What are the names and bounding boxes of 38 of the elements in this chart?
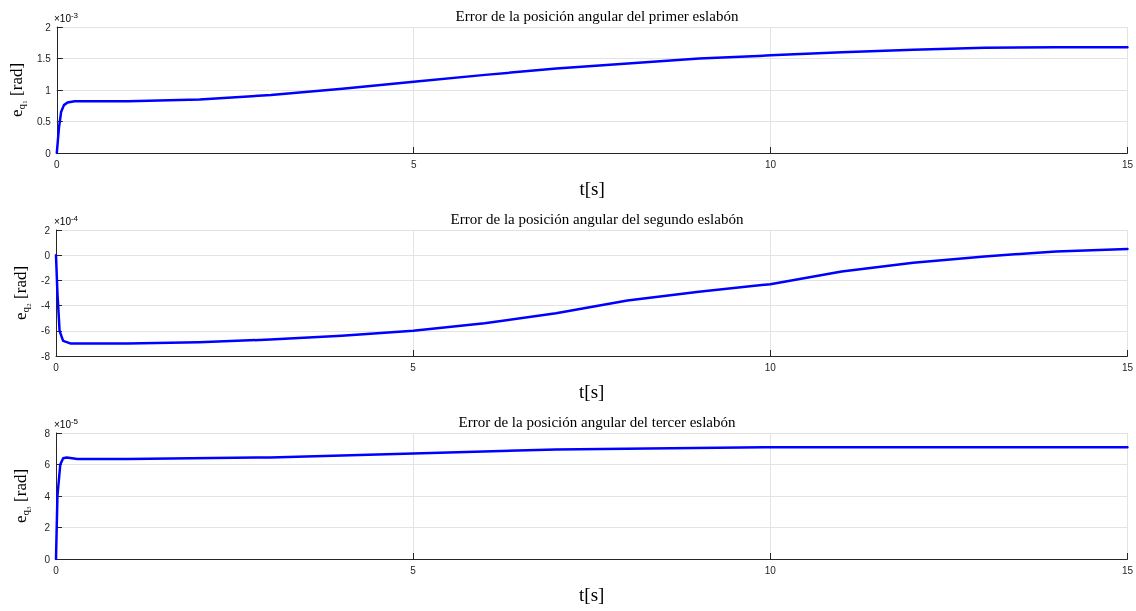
- y-tick-label: -8: [41, 350, 51, 362]
- x-tick-label: 10: [765, 158, 777, 170]
- x-tick-label: 0: [53, 564, 60, 576]
- x-axis-title: t[s]: [579, 584, 605, 605]
- x-tick-label: 5: [410, 158, 417, 170]
- x-axis-title: t[s]: [579, 381, 605, 402]
- y-tick-label: 8: [44, 427, 51, 439]
- y-axis-title: eq₁ [rad]: [7, 62, 27, 118]
- y-axis-title: eq₃ [rad]: [11, 468, 31, 524]
- y-tick-label: -6: [41, 325, 51, 337]
- y-tick-label: 4: [44, 490, 51, 502]
- chart-title: Error de la posición angular del primer eslabón: [455, 7, 739, 24]
- y-tick-label: -4: [41, 300, 51, 312]
- line-series: [54, 247, 1129, 345]
- x-tick-label: 0: [53, 361, 60, 373]
- x-axis-title: t[s]: [579, 178, 605, 199]
- y-axis-title: eq₂ [rad]: [11, 265, 31, 321]
- y-tick-label: 0: [44, 249, 51, 261]
- y-tick-label: 2: [45, 21, 52, 33]
- chart-title: Error de la posición angular del segundo eslabón: [450, 210, 744, 227]
- x-tick-label: 10: [764, 361, 777, 373]
- chart-title: Error de la posición angular del tercer eslabón: [458, 413, 736, 430]
- x-tick-label: 10: [764, 564, 777, 576]
- y-tick-label: 0: [44, 553, 51, 565]
- y-tick-label: 2: [44, 224, 51, 236]
- x-tick-label: 15: [1121, 564, 1134, 576]
- x-tick-label: 15: [1121, 158, 1134, 170]
- y-tick-label: 2: [44, 522, 51, 533]
- y-tick-label: -2: [41, 274, 51, 286]
- y-tick-label: 0.5: [36, 116, 52, 127]
- x-tick-label: 15: [1121, 361, 1134, 373]
- y-tick-label: 1.5: [36, 53, 52, 64]
- y-tick-label: 0: [45, 147, 52, 159]
- x-tick-label: 5: [410, 564, 417, 576]
- x-tick-label: 0: [54, 158, 61, 170]
- x-tick-label: 5: [410, 361, 417, 373]
- y-tick-label: 6: [44, 459, 51, 470]
- y-tick-label: 1: [45, 84, 52, 96]
